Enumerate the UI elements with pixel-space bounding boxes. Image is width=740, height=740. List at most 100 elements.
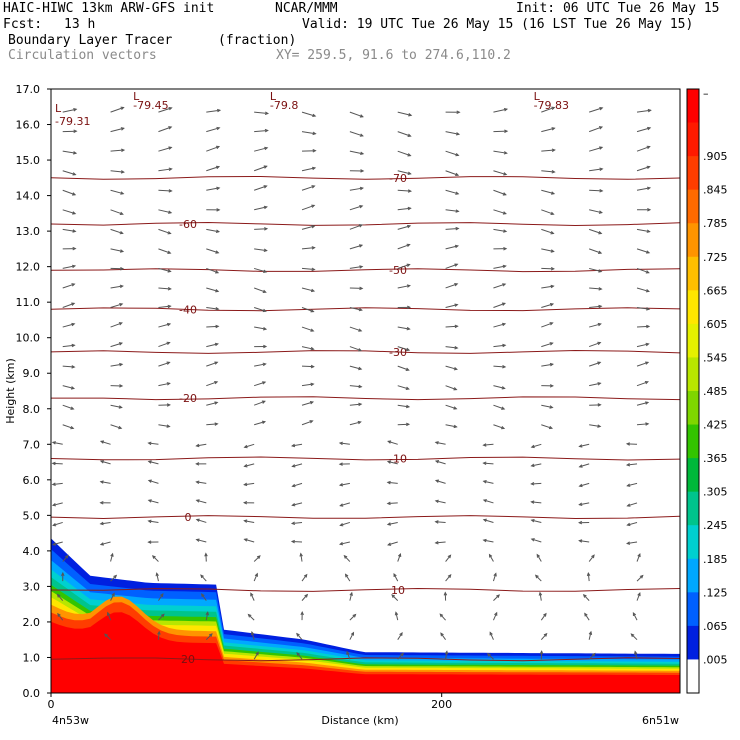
vector-head [111, 592, 115, 597]
vector-shaft [158, 209, 172, 214]
vector-shaft [349, 244, 363, 250]
vector-shaft [493, 150, 507, 154]
vector-head [496, 594, 500, 599]
vector-head [70, 406, 75, 410]
vector-shaft [541, 106, 555, 113]
vector-shaft [435, 480, 446, 484]
x-tick-label: 200 [431, 698, 452, 711]
vector-head [626, 522, 631, 527]
vector-shaft [253, 573, 258, 582]
vector-head [391, 594, 396, 598]
vector-head [120, 266, 125, 271]
vector-head [216, 208, 221, 212]
vector-head [250, 630, 255, 636]
vector-shaft [156, 573, 159, 582]
vector-shaft [435, 541, 446, 544]
vector-head [400, 652, 405, 657]
vector-head [597, 424, 602, 428]
vector-head [543, 612, 547, 617]
colorbar-label: .005 [703, 653, 728, 666]
vector-head [147, 499, 152, 503]
vector-head [626, 503, 631, 507]
colorbar-swatch [687, 156, 699, 191]
temperature-contour [51, 396, 681, 401]
vector-head [550, 230, 555, 235]
vector-head [263, 185, 268, 189]
vector-shaft [110, 149, 125, 152]
vector-head [599, 106, 604, 111]
vector-shaft [158, 248, 171, 254]
vector-shaft [636, 109, 651, 113]
vector-shaft [627, 463, 638, 466]
vector-shaft [196, 519, 207, 523]
vector-head [453, 424, 458, 429]
vector-shaft [492, 573, 497, 582]
vector-head [299, 552, 303, 557]
y-tick-label: 8.0 [23, 403, 41, 416]
vector-head [72, 192, 77, 196]
vector-head [530, 463, 535, 468]
vector-shaft [535, 575, 542, 582]
field-name: Boundary Layer Tracer [8, 33, 173, 48]
colorbar-label: .065 [703, 620, 728, 633]
vector-shaft [636, 592, 641, 601]
vector-head [358, 366, 363, 371]
contour-label: -10 [389, 453, 407, 466]
vector-shaft [483, 480, 494, 484]
vector-head [444, 650, 449, 655]
vector-shaft [157, 631, 160, 640]
vector-shaft [62, 323, 75, 328]
vector-head [502, 211, 507, 215]
colorbar-swatch [687, 424, 699, 459]
vector-head [447, 554, 452, 559]
vector-head [291, 464, 296, 468]
colorbar-swatch [687, 491, 699, 526]
contour-label: -20 [179, 392, 197, 405]
contour-label: -60 [179, 218, 197, 231]
vector-head [99, 542, 104, 546]
vector-head [551, 148, 556, 152]
vector-shaft [100, 460, 111, 465]
vector-head [501, 386, 506, 390]
vector-head [453, 406, 458, 410]
vector-shaft [110, 228, 123, 234]
vector-shaft [158, 361, 170, 367]
colorbar-label: .185 [703, 553, 728, 566]
vector-head [405, 386, 410, 390]
vector-shaft [206, 166, 220, 172]
vector-head [167, 250, 172, 254]
vector-head [578, 464, 583, 468]
vector-shaft [100, 541, 111, 546]
vector-shaft [588, 126, 603, 133]
vector-head [350, 631, 355, 636]
colorbar-label: .545 [703, 351, 728, 364]
vector-shaft [301, 365, 314, 368]
vector-head [440, 632, 444, 637]
vector-shaft [104, 633, 111, 641]
vector-head [243, 482, 248, 487]
vector-shaft [254, 129, 268, 133]
contour-label: 10 [391, 584, 405, 597]
vector-head [120, 191, 125, 195]
vector-head [104, 633, 108, 638]
contour-label: -50 [389, 264, 407, 277]
vector-head [489, 631, 493, 636]
vector-head [72, 229, 77, 233]
vector-shaft [301, 287, 315, 292]
vector-head [645, 422, 650, 426]
vector-head [71, 343, 76, 348]
vector-shaft [196, 481, 207, 484]
vector-head [646, 324, 651, 329]
vector-head [434, 441, 439, 445]
vector-head [166, 341, 171, 346]
vector-shaft [340, 541, 350, 545]
temperature-contour [50, 456, 681, 461]
vector-head [405, 367, 410, 371]
vector-head [215, 289, 220, 293]
vector-head [261, 420, 267, 425]
vector-head [406, 263, 411, 267]
vector-shaft [301, 111, 316, 117]
vector-head [262, 362, 267, 367]
vector-head [215, 270, 220, 274]
vector-head [639, 574, 644, 579]
